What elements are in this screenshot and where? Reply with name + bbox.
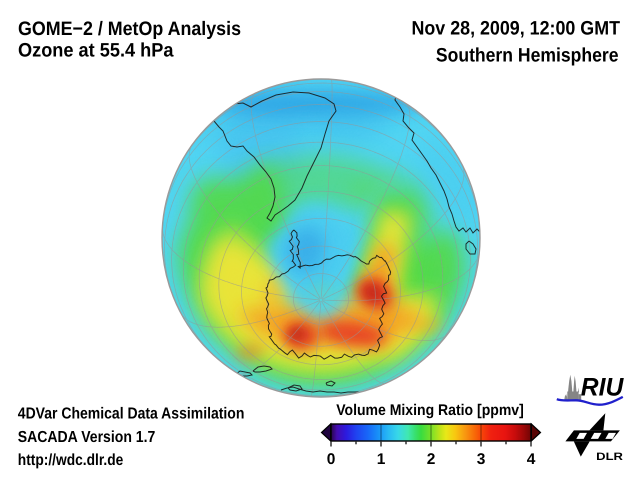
svg-text:http://wdc.dlr.de: http://wdc.dlr.de xyxy=(18,452,124,469)
svg-text:Nov 28, 2009, 12:00 GMT: Nov 28, 2009, 12:00 GMT xyxy=(412,17,621,39)
svg-text:Volume Mixing Ratio [ppmv]: Volume Mixing Ratio [ppmv] xyxy=(336,402,524,419)
svg-text:SACADA Version 1.7: SACADA Version 1.7 xyxy=(18,429,156,446)
svg-text:Ozone at 55.4 hPa: Ozone at 55.4 hPa xyxy=(18,39,174,61)
svg-text:Southern Hemisphere: Southern Hemisphere xyxy=(436,44,619,66)
svg-text:RIU: RIU xyxy=(581,373,624,401)
svg-text:1: 1 xyxy=(377,451,386,468)
svg-text:2: 2 xyxy=(427,451,436,468)
svg-text:DLR: DLR xyxy=(596,451,623,463)
svg-text:0: 0 xyxy=(327,451,336,468)
svg-text:GOME−2 / MetOp Analysis: GOME−2 / MetOp Analysis xyxy=(18,18,241,40)
svg-text:4DVar Chemical Data Assimilati: 4DVar Chemical Data Assimilation xyxy=(18,405,245,422)
svg-text:3: 3 xyxy=(477,451,486,468)
svg-text:4: 4 xyxy=(527,451,536,468)
